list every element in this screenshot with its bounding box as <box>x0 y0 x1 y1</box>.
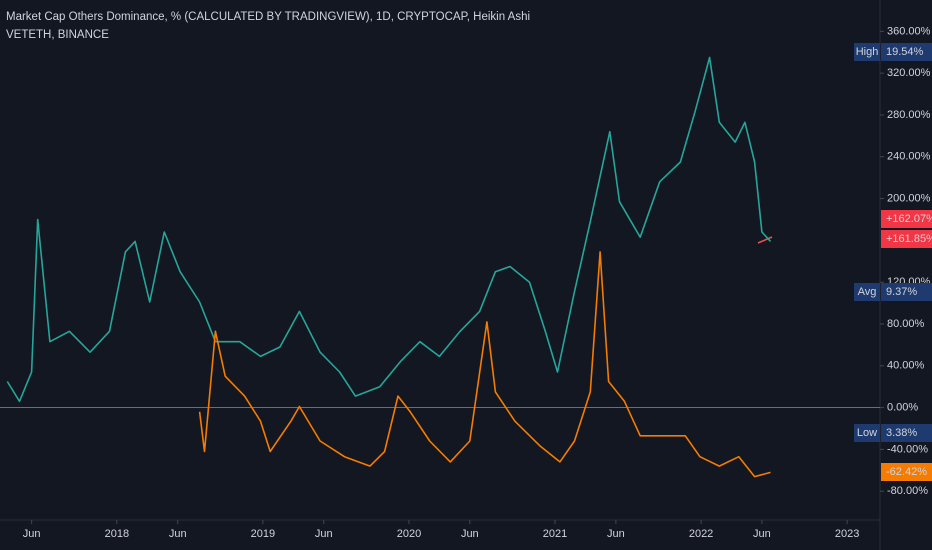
badge-label-bg <box>854 43 880 61</box>
series-line <box>198 251 771 478</box>
chart-title: Market Cap Others Dominance, % (CALCULAT… <box>6 11 530 23</box>
badge-label: Avg <box>858 286 877 298</box>
x-tick-label: Jun <box>315 528 333 540</box>
x-tick-label: Jun <box>169 528 187 540</box>
x-tick-label: 2022 <box>689 528 713 540</box>
y-tick-label: 360.00% <box>887 25 931 37</box>
series-line <box>6 56 772 403</box>
y-tick-label: 80.00% <box>887 318 925 330</box>
x-tick-label: 2023 <box>835 528 859 540</box>
x-tick-label: 2021 <box>543 528 567 540</box>
y-tick-label: 240.00% <box>887 151 931 163</box>
price-badge-text: 3.38% <box>886 427 917 439</box>
price-badge-text: +162.07% <box>886 213 932 225</box>
x-tick-label: Jun <box>461 528 479 540</box>
x-tick-label: Jun <box>607 528 625 540</box>
price-badge <box>881 230 932 248</box>
price-badge <box>881 463 932 481</box>
badge-label-bg <box>854 424 880 442</box>
price-badge <box>881 43 932 61</box>
y-tick-label: -80.00% <box>887 485 928 497</box>
badge-label: High <box>856 46 879 58</box>
x-tick-label: Jun <box>753 528 771 540</box>
x-tick-label: 2018 <box>105 528 129 540</box>
price-badge <box>881 424 932 442</box>
y-tick-label: 0.00% <box>887 401 918 413</box>
y-tick-label: 320.00% <box>887 67 931 79</box>
y-tick-label: 280.00% <box>887 109 931 121</box>
price-badge-text: 19.54% <box>886 46 924 58</box>
x-tick-label: Jun <box>23 528 41 540</box>
price-badge <box>881 283 932 301</box>
y-tick-label: 200.00% <box>887 192 931 204</box>
badge-label-bg <box>854 283 880 301</box>
price-badge <box>881 210 932 228</box>
y-tick-label: -40.00% <box>887 443 928 455</box>
x-tick-label: 2020 <box>397 528 421 540</box>
price-badge-text: 9.37% <box>886 286 917 298</box>
chart-subtitle: VETETH, BINANCE <box>6 29 109 41</box>
badge-label: Low <box>857 427 877 439</box>
price-badge-text: +161.85% <box>886 233 932 245</box>
trend-line <box>757 236 773 244</box>
x-tick-label: 2019 <box>251 528 275 540</box>
price-badge-text: -62.42% <box>886 466 927 478</box>
y-tick-label: 40.00% <box>887 360 925 372</box>
